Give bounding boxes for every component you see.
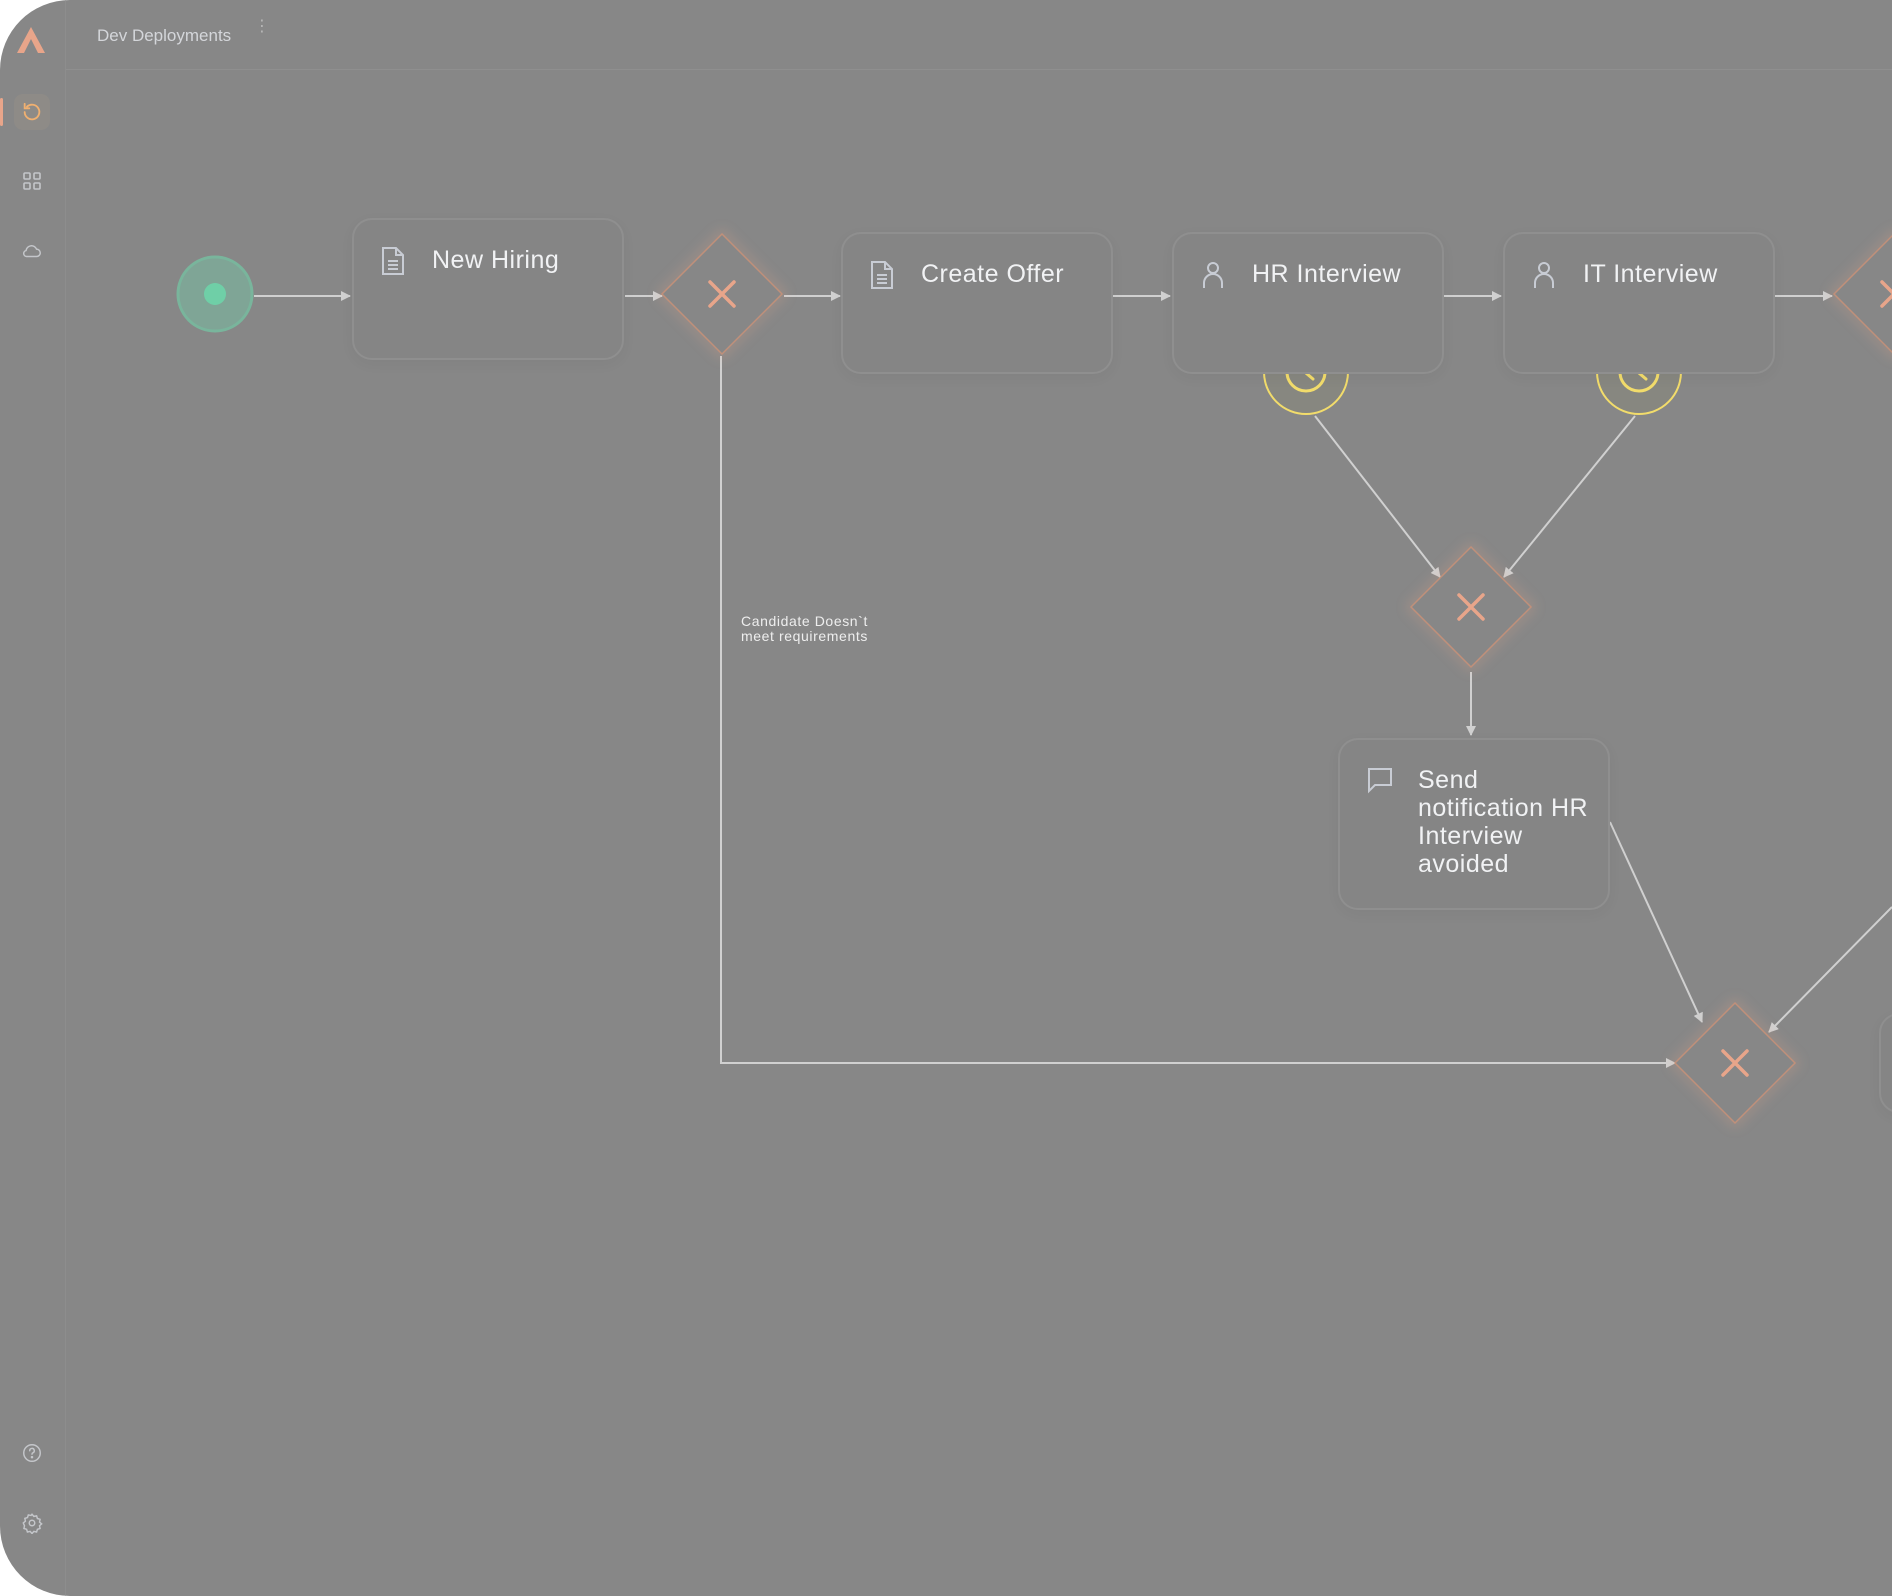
task-label: New Hiring xyxy=(432,246,560,274)
gear-icon xyxy=(22,1513,43,1534)
x-icon xyxy=(1880,280,1892,308)
sidebar-item-history[interactable] xyxy=(14,94,50,130)
logo[interactable] xyxy=(16,26,46,59)
document-icon xyxy=(382,247,404,275)
sidebar-item-apps[interactable] xyxy=(14,163,50,199)
sidebar-item-help[interactable] xyxy=(14,1435,50,1471)
task-label: Create Offer xyxy=(921,260,1065,288)
x-icon xyxy=(1457,593,1485,621)
x-icon xyxy=(708,280,736,308)
help-icon xyxy=(23,1444,41,1462)
user-icon xyxy=(1203,262,1223,288)
start-event[interactable] xyxy=(176,255,254,333)
active-indicator xyxy=(0,98,3,126)
grid-icon xyxy=(23,172,41,190)
edge-right-to-gateway[interactable] xyxy=(1768,906,1892,1033)
sidebar xyxy=(0,0,66,1596)
cloud-icon xyxy=(23,245,41,258)
task-label: HR Interview xyxy=(1252,260,1402,288)
task-new-hiring[interactable]: New Hiring xyxy=(352,218,624,360)
sidebar-item-settings[interactable] xyxy=(14,1505,50,1541)
edge-send-to-gateway[interactable] xyxy=(1609,821,1703,1023)
edge-label-rejected: Candidate Doesn`t meet requirements xyxy=(741,613,868,644)
task-it-interview[interactable]: IT Interview xyxy=(1503,232,1775,374)
document-icon xyxy=(871,261,893,289)
edge-hr-timer-to-gateway[interactable] xyxy=(1314,415,1441,578)
page-title: Dev Deployments xyxy=(97,26,232,45)
task-send-notification[interactable]: Send notification HR Interview avoided xyxy=(1338,738,1610,910)
gateway-exclusive-end[interactable] xyxy=(1670,998,1800,1128)
task-create-offer[interactable]: Create Offer xyxy=(841,232,1113,374)
sidebar-item-cloud[interactable] xyxy=(14,233,50,269)
edge-it-timer-to-gateway[interactable] xyxy=(1503,415,1636,578)
refresh-icon xyxy=(23,102,41,121)
message-icon xyxy=(1368,768,1392,794)
task-label: IT Interview xyxy=(1583,260,1718,288)
x-icon xyxy=(1721,1049,1749,1077)
gateway-exclusive-right[interactable] xyxy=(1829,231,1892,357)
task-hr-interview[interactable]: HR Interview xyxy=(1172,232,1444,374)
gateway-exclusive-1[interactable] xyxy=(657,229,787,359)
gateway-exclusive-join[interactable] xyxy=(1406,542,1536,672)
edge-rejected[interactable] xyxy=(720,356,1676,1068)
user-icon xyxy=(1534,262,1554,288)
task-label: Send notification HR Interview avoided xyxy=(1418,766,1589,878)
task-partial[interactable] xyxy=(1879,1013,1892,1113)
header: Dev Deployments ⋮ xyxy=(66,0,1892,70)
